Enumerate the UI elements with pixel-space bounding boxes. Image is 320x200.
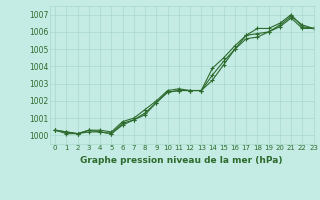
X-axis label: Graphe pression niveau de la mer (hPa): Graphe pression niveau de la mer (hPa) bbox=[80, 156, 283, 165]
